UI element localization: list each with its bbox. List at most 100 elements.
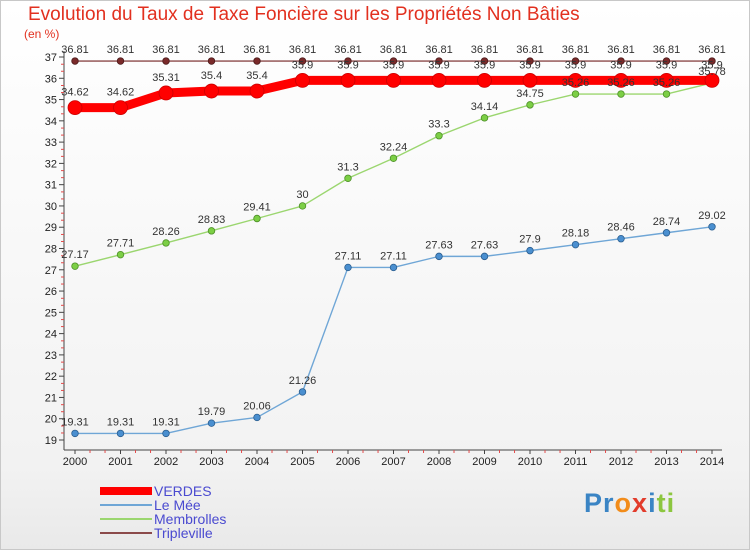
legend-swatch (100, 518, 152, 520)
data-point (708, 57, 716, 65)
data-label: 27.9 (519, 234, 540, 246)
y-tick-label: 23 (45, 350, 57, 362)
data-point (568, 73, 583, 88)
data-point (386, 73, 401, 88)
data-label: 35.9 (565, 59, 586, 71)
data-label: 31.3 (337, 161, 358, 173)
data-label: 36.81 (607, 44, 635, 56)
data-point (162, 429, 170, 438)
data-label: 36.81 (698, 44, 726, 56)
data-label: 35.4 (201, 70, 222, 82)
data-point (659, 73, 674, 88)
logo-part: o (614, 488, 633, 518)
data-point (477, 73, 492, 88)
data-label: 34.62 (61, 87, 89, 99)
legend-swatch (100, 532, 152, 534)
data-point (298, 388, 307, 396)
legend-label: Le Mée (154, 497, 201, 513)
y-tick-label: 34 (45, 116, 57, 128)
logo-part: Pr (584, 488, 615, 518)
x-tick-label: 2003 (199, 456, 223, 468)
data-point (435, 57, 443, 65)
data-point (71, 57, 79, 65)
data-label: 35.9 (610, 59, 631, 71)
data-label: 19.31 (107, 416, 135, 428)
legend-item: Membrolles (100, 512, 226, 526)
x-tick-label: 2008 (427, 456, 451, 468)
data-point (480, 252, 489, 261)
x-tick-label: 2014 (700, 456, 724, 468)
y-tick-label: 36 (45, 73, 57, 85)
x-tick-label: 2011 (564, 456, 588, 468)
data-point (480, 57, 489, 65)
x-tick-label: 2005 (290, 456, 314, 468)
data-label: 35.9 (292, 59, 313, 71)
data-label: 36.81 (152, 44, 180, 56)
legend-label: VERDES (154, 483, 212, 499)
data-label: 36.81 (289, 44, 317, 56)
data-label: 27.71 (107, 238, 135, 250)
data-label: 21.26 (289, 375, 317, 387)
y-tick-label: 24 (45, 329, 57, 341)
y-tick-label: 22 (45, 371, 57, 383)
data-label: 29.02 (698, 210, 726, 222)
x-tick-label: 2006 (336, 456, 360, 468)
y-tick-label: 25 (45, 307, 57, 319)
data-label: 34.62 (107, 87, 135, 99)
data-point (389, 57, 398, 65)
data-point (344, 57, 352, 65)
data-point (526, 246, 534, 255)
data-point (67, 100, 83, 116)
data-point (704, 73, 720, 88)
data-label: 27.63 (471, 239, 499, 251)
y-tick-label: 19 (45, 435, 57, 447)
data-label: 35.9 (656, 59, 677, 71)
data-point (435, 132, 443, 140)
data-point (522, 73, 538, 88)
y-tick-label: 32 (45, 158, 57, 170)
data-label: 35.9 (701, 59, 722, 71)
data-label: 36.81 (334, 44, 362, 56)
y-tick-label: 35 (45, 95, 57, 107)
data-label: 27.11 (335, 250, 362, 262)
data-point (435, 252, 443, 261)
y-tick-label: 28 (45, 244, 57, 256)
data-label: 19.31 (152, 416, 180, 428)
data-label: 34.75 (516, 88, 544, 100)
legend-swatch (100, 487, 152, 495)
chart-title: Evolution du Taux de Taxe Foncière sur l… (28, 4, 580, 25)
legend-item: Tripleville (100, 526, 226, 540)
y-tick-label: 33 (45, 137, 57, 149)
data-labels: 36.81 36.81 36.81 36.81 36.81 36.81 36.81 36.81… (61, 44, 726, 428)
data-label: 28.83 (198, 214, 226, 226)
data-label: 30 (296, 189, 308, 201)
y-tick-label: 31 (45, 180, 57, 192)
unit-label: (en %) (24, 27, 60, 41)
data-label: 36.81 (471, 44, 499, 56)
data-label: 28.74 (653, 216, 681, 228)
data-point (662, 90, 671, 98)
x-tick-label: 2007 (381, 456, 405, 468)
data-label: 36.81 (425, 44, 453, 56)
x-tick-label: 2002 (154, 456, 178, 468)
logo-part: x (632, 488, 649, 518)
data-point (617, 235, 625, 243)
data-label: 28.18 (562, 228, 590, 240)
y-tick-label: 30 (45, 201, 57, 213)
data-point (116, 429, 125, 438)
data-label: 33.3 (428, 119, 449, 131)
data-label: 35.9 (428, 59, 449, 71)
proxiti-logo: Proxiti (584, 488, 675, 519)
logo-part: i (648, 488, 657, 518)
data-point (344, 263, 352, 272)
data-point (662, 57, 671, 65)
data-point (298, 57, 307, 65)
data-point (207, 57, 216, 65)
y-tick-label: 27 (45, 265, 57, 277)
x-tick-label: 2000 (63, 456, 87, 468)
x-tick-label: 2013 (654, 456, 678, 468)
legend-label: Tripleville (154, 525, 213, 541)
data-point (249, 83, 265, 99)
legend-item: Le Mée (100, 498, 226, 512)
